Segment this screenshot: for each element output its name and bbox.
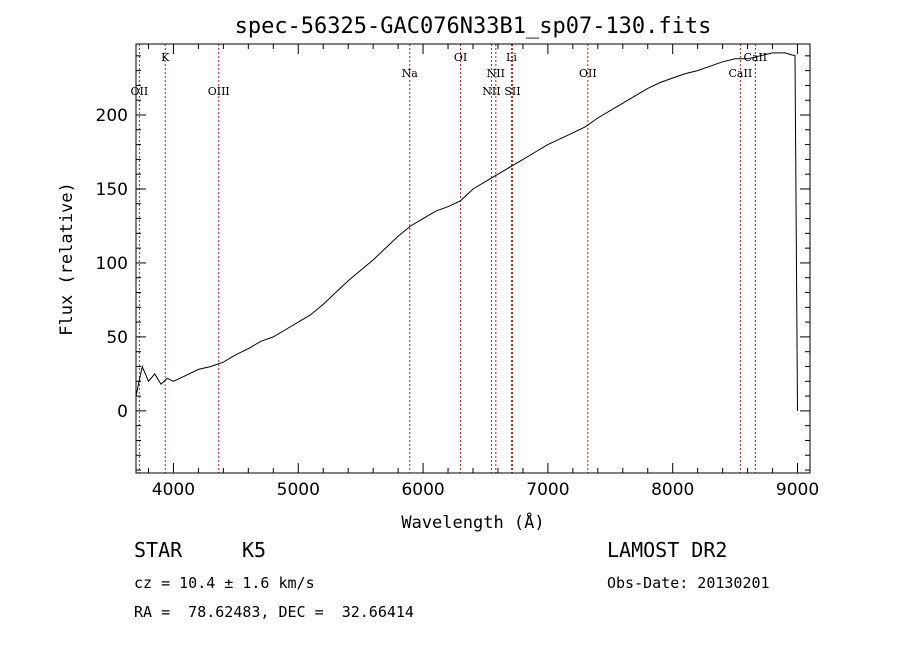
object-subclass: K5 [242, 538, 267, 562]
spectral-line-label: Li [506, 51, 517, 64]
spectral-line-label: OII [131, 85, 149, 98]
x-axis-label: Wavelength (Å) [401, 511, 544, 533]
spectral-line-label: SII [504, 85, 520, 98]
redshift-info: cz = 10.4 ± 1.6 km/s [134, 574, 315, 592]
obs-date: Obs-Date: 20130201 [607, 574, 770, 592]
x-tick-label: 8000 [651, 480, 694, 500]
spectrum-line [135, 52, 798, 411]
spectral-line-label: OII [579, 67, 597, 80]
x-tick-label: 4000 [152, 480, 195, 500]
y-tick-label: 0 [117, 402, 128, 422]
spectral-line-label: OI [454, 51, 467, 64]
spectral-line-label: CaII [729, 67, 753, 80]
y-tick-label: 100 [96, 254, 128, 274]
axis-ticks: 4000 5000 6000 7000 8000 9000 0 50 100 150 200 [96, 44, 819, 500]
spectrum-chart: spec-56325-GAC076N33B1_sp07-130.fits OII… [57, 14, 819, 533]
spectral-line-label: OIII [208, 85, 230, 98]
object-class: STAR [134, 538, 183, 562]
spectral-line-label: CaII [743, 51, 767, 64]
survey-name: LAMOST DR2 [607, 538, 728, 562]
coordinates: RA = 78.62483, DEC = 32.66414 [134, 603, 414, 621]
x-tick-label: 6000 [401, 480, 444, 500]
y-tick-label: 200 [96, 106, 128, 126]
y-tick-label: 50 [106, 328, 128, 348]
spectral-line-label: Na [402, 67, 419, 80]
spectral-line-label: NII [487, 67, 505, 80]
spectral-line-label: NII [482, 85, 500, 98]
plot-frame [135, 43, 811, 474]
x-tick-label: 7000 [526, 480, 569, 500]
y-axis-label: Flux (relative) [57, 182, 77, 336]
x-tick-label: 5000 [277, 480, 320, 500]
chart-title: spec-56325-GAC076N33B1_sp07-130.fits [235, 14, 712, 39]
y-tick-label: 150 [96, 180, 128, 200]
x-tick-label: 9000 [776, 480, 819, 500]
spectral-line-label: K [161, 51, 170, 64]
